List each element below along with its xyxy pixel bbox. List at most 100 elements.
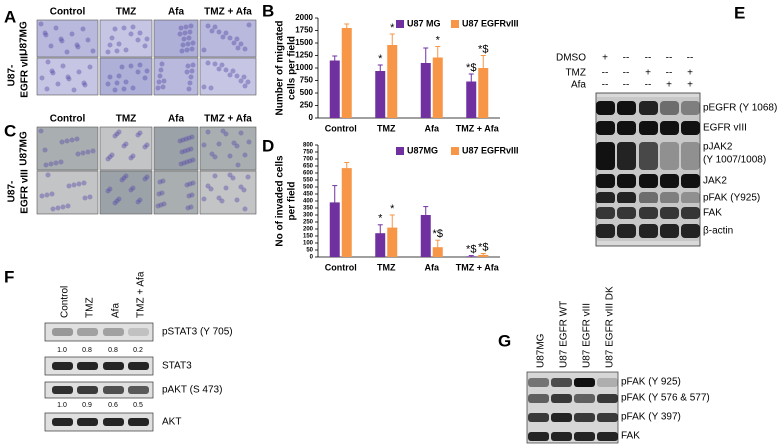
cell-stain	[231, 140, 237, 146]
y-tick-label: 750	[300, 76, 314, 85]
bar	[420, 215, 431, 257]
micrograph	[36, 170, 99, 215]
cell-stain	[144, 142, 150, 148]
column-header: U87MG	[536, 333, 547, 368]
error-bar	[344, 162, 350, 174]
quantification: 0.8	[82, 347, 92, 354]
cell-stain	[109, 152, 115, 158]
cell-stain	[205, 23, 211, 29]
cell-stain	[60, 63, 66, 69]
blot-band	[77, 362, 98, 370]
micrograph	[36, 126, 99, 171]
cell-stain	[212, 61, 218, 67]
cell-stain	[58, 36, 64, 42]
micrograph	[153, 19, 199, 58]
treatment-sign: --	[602, 68, 609, 79]
blot-band	[128, 362, 149, 370]
micrograph	[199, 126, 257, 171]
x-tick-label: TMZ + Afa	[456, 123, 500, 133]
blot-band	[52, 418, 73, 426]
cell-stain	[184, 159, 190, 165]
cell-stain	[45, 59, 51, 65]
cell-stain	[65, 203, 71, 209]
cell-stain	[238, 130, 244, 136]
legend-label: U87 EGFRvIII	[462, 18, 519, 28]
blot-band	[128, 418, 149, 426]
y-tick-label: 1500	[295, 38, 313, 47]
legend-label: U87 MG	[407, 18, 441, 28]
y-tick-label: 450	[303, 192, 314, 198]
cell-stain	[44, 86, 50, 92]
cell-stain	[109, 35, 115, 41]
blot-band	[681, 224, 700, 238]
cell-stain	[114, 131, 120, 137]
cell-stain	[119, 64, 125, 70]
cell-stain	[234, 73, 240, 79]
blot-band	[617, 101, 636, 115]
column-header: TMZ	[85, 297, 96, 318]
cell-stain	[246, 22, 252, 28]
cell-stain	[223, 185, 229, 191]
panel-label: E	[734, 3, 745, 22]
cell-stain	[223, 67, 229, 73]
cell-stain	[112, 87, 118, 93]
cell-stain	[53, 25, 59, 31]
cell-stain	[112, 26, 118, 32]
micrograph	[199, 57, 257, 96]
cell-stain	[219, 62, 225, 68]
cell-stain	[246, 139, 252, 145]
cell-stain	[186, 193, 192, 199]
column-header: TMZ	[116, 114, 137, 125]
cell-stain	[181, 160, 187, 166]
column-header: Afa	[111, 303, 122, 318]
blot-label: pEGFR (Y 1068)	[703, 103, 777, 114]
cell-stain	[157, 73, 163, 79]
cell-stain	[43, 162, 49, 168]
cell-stain	[231, 40, 237, 46]
cell-stain	[69, 137, 75, 143]
cell-stain	[135, 199, 141, 205]
cell-stain	[87, 64, 93, 70]
blot-band	[660, 101, 679, 115]
cell-stain	[128, 31, 134, 37]
micrograph	[199, 19, 257, 58]
blot-band	[617, 224, 636, 238]
bar	[478, 68, 489, 118]
y-tick-label: 800	[303, 143, 314, 149]
cell-stain	[82, 195, 88, 201]
blot-band	[528, 413, 549, 422]
cell-stain	[48, 43, 54, 49]
cell-stain	[238, 78, 244, 84]
y-tick-label: 200	[303, 227, 314, 233]
treatment-sign: --	[602, 80, 609, 91]
cell-stain	[44, 192, 50, 198]
cell-stain	[119, 177, 125, 183]
cell-stain	[208, 186, 214, 192]
cell-stain	[39, 193, 45, 199]
cell-stain	[242, 46, 248, 52]
micrograph	[153, 57, 199, 96]
cell-stain	[66, 183, 72, 189]
treatment-sign: --	[623, 53, 630, 64]
blot-band	[574, 413, 595, 422]
cell-stain	[160, 84, 166, 90]
error-bar	[435, 46, 441, 69]
significance-marker: *$	[478, 241, 488, 253]
cell-stain	[216, 66, 222, 72]
cell-stain	[183, 24, 189, 30]
blot-band	[551, 378, 572, 387]
cell-stain	[159, 61, 165, 67]
cell-stain	[128, 155, 134, 161]
significance-marker: *$	[466, 244, 476, 256]
cell-stain	[107, 154, 113, 160]
cell-stain	[116, 41, 122, 47]
cell-stain	[235, 45, 241, 51]
error-bar	[389, 214, 395, 241]
treatment-sign: --	[666, 53, 673, 64]
cell-stain	[182, 30, 188, 36]
cell-stain	[242, 206, 248, 212]
cell-stain	[201, 84, 207, 90]
cell-stain	[128, 63, 134, 69]
y-tick-label: 100	[303, 241, 314, 247]
y-tick-label: 0	[309, 113, 314, 122]
